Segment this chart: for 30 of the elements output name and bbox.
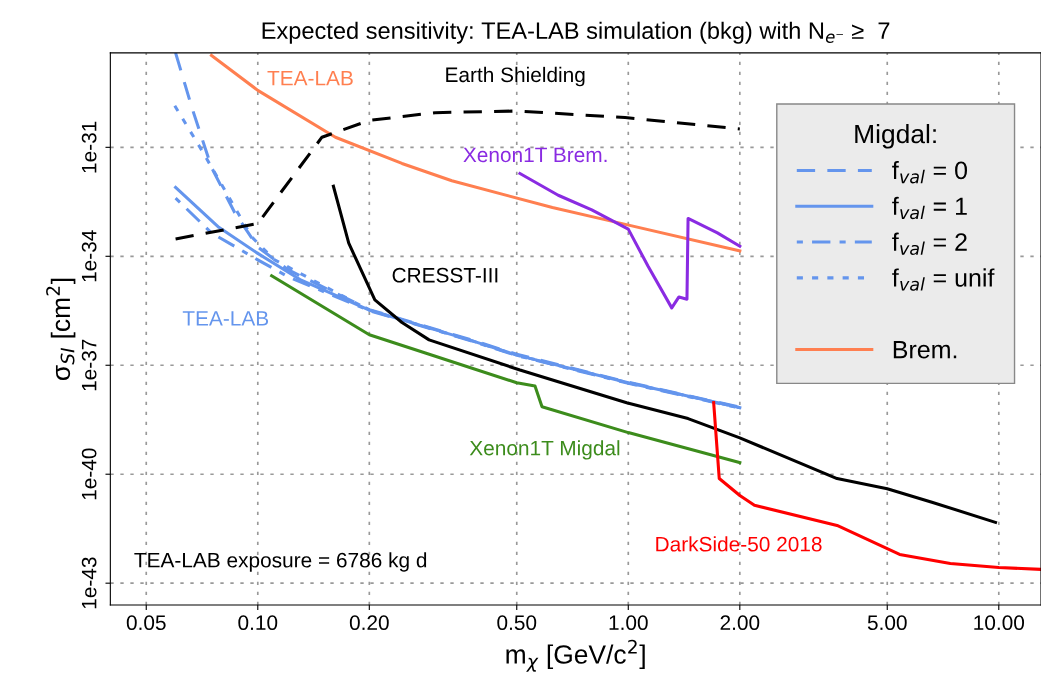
x-axis-title: m$_{χ}$ [GeV/c$^{2}$] (506, 639, 645, 672)
annotation: Xenon1T Migdal (469, 440, 620, 460)
legend-label: Brem. (893, 341, 957, 359)
x-tick-label: 5.00 (867, 615, 907, 631)
y-tick-label: 1e-31 (81, 121, 97, 173)
annotation: Earth Shielding (446, 66, 585, 87)
annotation: CRESST-III (392, 267, 498, 283)
legend-label: f$_{val}$ = 1 (892, 196, 967, 220)
y-tick-label: 1e-34 (81, 230, 97, 282)
y-axis-title: σ$_{SI}$ [cm$^{2}$] (46, 278, 76, 381)
legend-title: Migdal: (855, 123, 936, 149)
x-tick-label: 0.10 (238, 615, 278, 631)
x-tick-label: 2.00 (720, 615, 760, 631)
chart-title: Expected sensitivity: TEA-LAB simulation (bkg) with N$_{e⁻}$ ≥ 7 (262, 21, 890, 44)
y-tick-label: 1e-40 (81, 448, 97, 500)
annotation: TEA-LAB (267, 70, 353, 86)
y-tick-label: 1e-43 (81, 557, 97, 609)
x-tick-label: 0.20 (349, 615, 389, 631)
annotation: TEA-LAB exposure = 6786 kg d (134, 552, 427, 572)
annotation: Xenon1T Brem. (463, 147, 607, 163)
x-tick-label: 0.50 (497, 615, 537, 631)
y-tick-label: 1e-37 (81, 339, 97, 391)
legend-label: f$_{val}$ = 0 (892, 160, 968, 184)
legend-label: f$_{val}$ = unif (892, 268, 995, 291)
annotation: DarkSide-50 2018 (656, 536, 822, 552)
x-tick-label: 1.00 (609, 615, 648, 631)
legend-label: f$_{val}$ = 2 (892, 232, 967, 255)
x-tick-label: 10.00 (974, 615, 1025, 631)
annotation: TEA-LAB (182, 311, 269, 326)
x-tick-label: 0.05 (126, 615, 166, 631)
